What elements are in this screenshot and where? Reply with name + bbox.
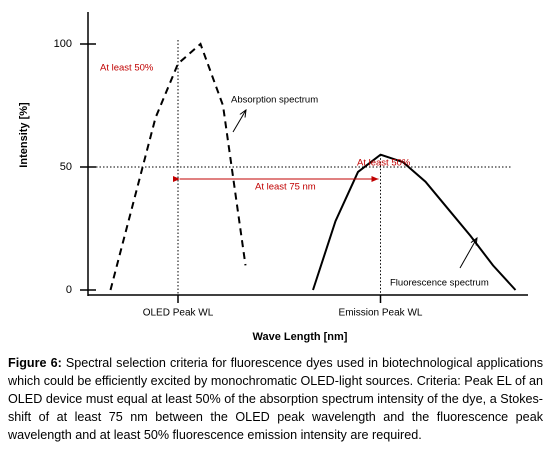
- series-label: Fluorescence spectrum: [390, 278, 489, 289]
- annotation: At least 75 nm: [255, 182, 316, 193]
- y-tick-label: 50: [60, 161, 72, 173]
- series-line: [312, 153, 517, 291]
- x-tick-label: Emission Peak WL: [339, 308, 423, 319]
- series-pointer: [232, 110, 246, 133]
- y-axis-title: Intensity [%]: [18, 102, 30, 168]
- chart: Intensity [%] Wave Length [nm] 0 50 100 OLE…: [18, 12, 528, 343]
- annotation: At least 50%: [100, 63, 154, 74]
- caption-label: Figure 6:: [8, 356, 62, 370]
- caption-text: Spectral selection criteria for fluoresc…: [8, 356, 544, 442]
- x-axis-title: Wave Length [nm]: [253, 331, 348, 343]
- y-tick-label: 100: [54, 38, 72, 50]
- series-label: Absorption spectrum: [231, 95, 318, 106]
- caption: Figure 6: Spectral selection criteria fo…: [8, 354, 543, 444]
- annotation: At least 50%: [357, 158, 411, 169]
- y-tick-label: 0: [66, 284, 72, 296]
- series-pointer: [459, 238, 477, 269]
- series-line: [109, 42, 247, 291]
- x-tick-label: OLED Peak WL: [143, 308, 214, 319]
